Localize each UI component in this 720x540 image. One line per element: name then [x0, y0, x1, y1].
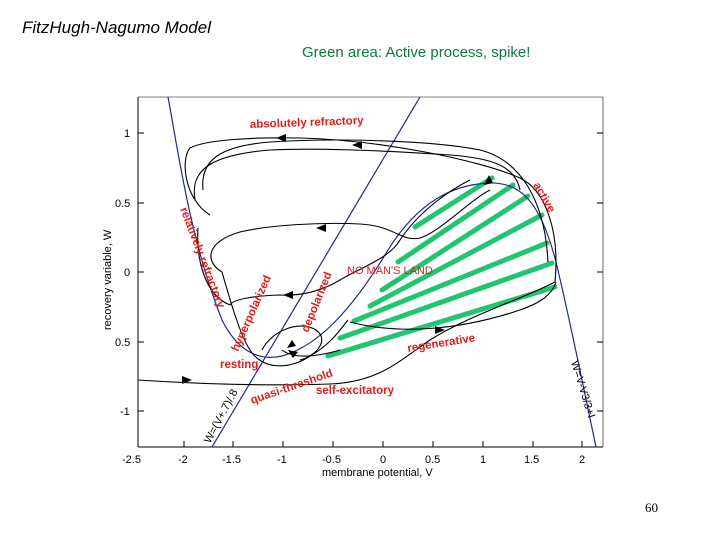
w-nullcline [211, 97, 421, 447]
y-tick-label: 0.5 [115, 198, 130, 210]
y-ticks [138, 132, 603, 412]
y-axis-label: recovery variable, W [102, 229, 114, 330]
page-number: 60 [645, 500, 658, 515]
x-axis-label: membrane potential, V [322, 467, 433, 479]
label-absolutely-refractory: absolutely refractory [250, 115, 365, 131]
x-tick-label: -1.5 [222, 454, 241, 466]
y-tick-label: 0 [124, 267, 130, 279]
y-tick-label: 0.5 [115, 337, 130, 349]
label-no-mans-land: NO MAN'S LAND [347, 265, 433, 277]
x-tick-label: 0.5 [425, 454, 440, 466]
x-tick-label: -2.5 [122, 454, 141, 466]
x-tick-label: 1.5 [524, 454, 539, 466]
v-nullcline-label: W=V-V3/3+I [568, 359, 597, 419]
x-tick-label: 2 [579, 454, 585, 466]
label-self-excitatory: self-excitatory [316, 385, 395, 397]
label-relatively-refractory: relatively refractory [177, 206, 227, 311]
x-tick-label: -1 [277, 454, 287, 466]
slide-title: FitzHugh-Nagumo Model [22, 18, 211, 37]
x-tick-label: -0.5 [322, 454, 341, 466]
y-tick-label: 1 [124, 128, 130, 140]
w-nullcline-label: W=(V+.7)/.8 [202, 387, 240, 445]
slide-subtitle: Green area: Active process, spike! [302, 44, 531, 61]
trajectories [138, 137, 557, 386]
x-tick-label: 1 [480, 454, 486, 466]
label-resting: resting [220, 359, 258, 371]
x-tick-label: -2 [178, 454, 188, 466]
y-tick-label: -1 [120, 406, 130, 418]
label-regenerative: regenerative [407, 332, 476, 355]
trajectory-arrows [182, 134, 493, 384]
label-depolarized: depolarized [300, 270, 335, 334]
x-tick-label: 0 [380, 454, 386, 466]
x-ticks [183, 441, 583, 447]
